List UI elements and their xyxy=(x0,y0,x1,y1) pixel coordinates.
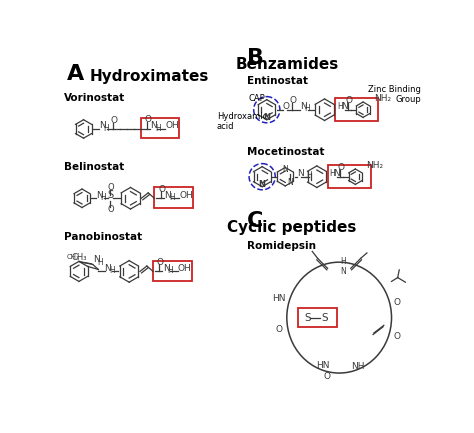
Text: N: N xyxy=(105,264,111,273)
Text: NH: NH xyxy=(351,362,364,372)
Text: N: N xyxy=(96,191,102,200)
Text: N: N xyxy=(164,191,171,200)
Text: H: H xyxy=(337,102,343,111)
Text: Benzamides: Benzamides xyxy=(236,57,339,72)
Text: O: O xyxy=(158,184,165,194)
Text: CH₃: CH₃ xyxy=(71,253,87,262)
Text: H: H xyxy=(306,171,312,181)
Text: N: N xyxy=(297,169,303,178)
Text: CAP: CAP xyxy=(248,94,265,103)
Text: C: C xyxy=(247,211,263,231)
Text: Entinostat: Entinostat xyxy=(247,76,308,86)
Text: HN: HN xyxy=(316,361,329,370)
Text: H: H xyxy=(103,124,109,132)
Text: CH₃: CH₃ xyxy=(66,254,79,260)
Text: H: H xyxy=(169,193,175,202)
Text: HN: HN xyxy=(272,294,285,303)
Text: N: N xyxy=(99,121,106,130)
Text: O: O xyxy=(393,333,400,341)
Text: NH₂: NH₂ xyxy=(374,94,391,103)
Text: N: N xyxy=(263,113,270,122)
Text: NH₂: NH₂ xyxy=(366,162,383,171)
Text: O: O xyxy=(283,102,290,111)
Text: S: S xyxy=(304,313,311,323)
Bar xyxy=(155,187,193,207)
Text: O: O xyxy=(276,325,283,334)
Text: N: N xyxy=(288,178,293,187)
Text: O: O xyxy=(157,258,164,267)
Bar xyxy=(328,165,371,188)
Text: Vorinostat: Vorinostat xyxy=(64,93,126,103)
Text: O: O xyxy=(108,183,114,192)
Text: OH: OH xyxy=(165,121,179,130)
Text: Mocetinostat: Mocetinostat xyxy=(247,147,324,157)
Text: Zinc Binding
Group: Zinc Binding Group xyxy=(368,84,421,104)
Text: A: A xyxy=(66,64,84,84)
Text: H: H xyxy=(168,266,173,275)
Text: O: O xyxy=(290,96,297,105)
Text: O: O xyxy=(324,372,331,381)
Bar xyxy=(140,118,179,138)
Text: H: H xyxy=(329,169,335,178)
Text: H: H xyxy=(97,258,103,267)
Bar xyxy=(335,98,378,121)
Text: N: N xyxy=(93,255,100,265)
Text: N: N xyxy=(333,169,340,178)
Text: N: N xyxy=(282,165,288,174)
Text: Hydroxamic
acid: Hydroxamic acid xyxy=(217,112,267,131)
Text: Belinostat: Belinostat xyxy=(64,162,125,172)
Text: O: O xyxy=(110,116,118,125)
Text: H: H xyxy=(109,266,115,275)
Text: B: B xyxy=(247,48,264,68)
Text: S: S xyxy=(321,313,328,323)
Text: N: N xyxy=(300,102,307,111)
Text: Hydroximates: Hydroximates xyxy=(90,69,209,84)
Text: O: O xyxy=(108,204,114,213)
Text: O: O xyxy=(145,115,151,124)
Text: N: N xyxy=(341,102,347,111)
Text: O: O xyxy=(346,96,352,105)
Text: N: N xyxy=(163,264,170,273)
Text: H: H xyxy=(304,104,310,113)
Bar xyxy=(298,308,337,327)
Text: H: H xyxy=(155,124,161,132)
Bar xyxy=(153,261,191,281)
Text: N: N xyxy=(151,121,157,130)
Text: H
N: H N xyxy=(340,257,346,277)
Text: H: H xyxy=(100,193,106,202)
Text: OH: OH xyxy=(179,191,193,200)
Text: Panobinostat: Panobinostat xyxy=(64,232,142,242)
Text: OH: OH xyxy=(178,264,191,273)
Text: O: O xyxy=(394,298,401,307)
Text: N: N xyxy=(259,180,265,189)
Text: O: O xyxy=(337,163,345,172)
Text: Cyclic peptides: Cyclic peptides xyxy=(227,220,356,235)
Text: Romidepsin: Romidepsin xyxy=(247,241,316,251)
Text: S: S xyxy=(108,190,114,200)
